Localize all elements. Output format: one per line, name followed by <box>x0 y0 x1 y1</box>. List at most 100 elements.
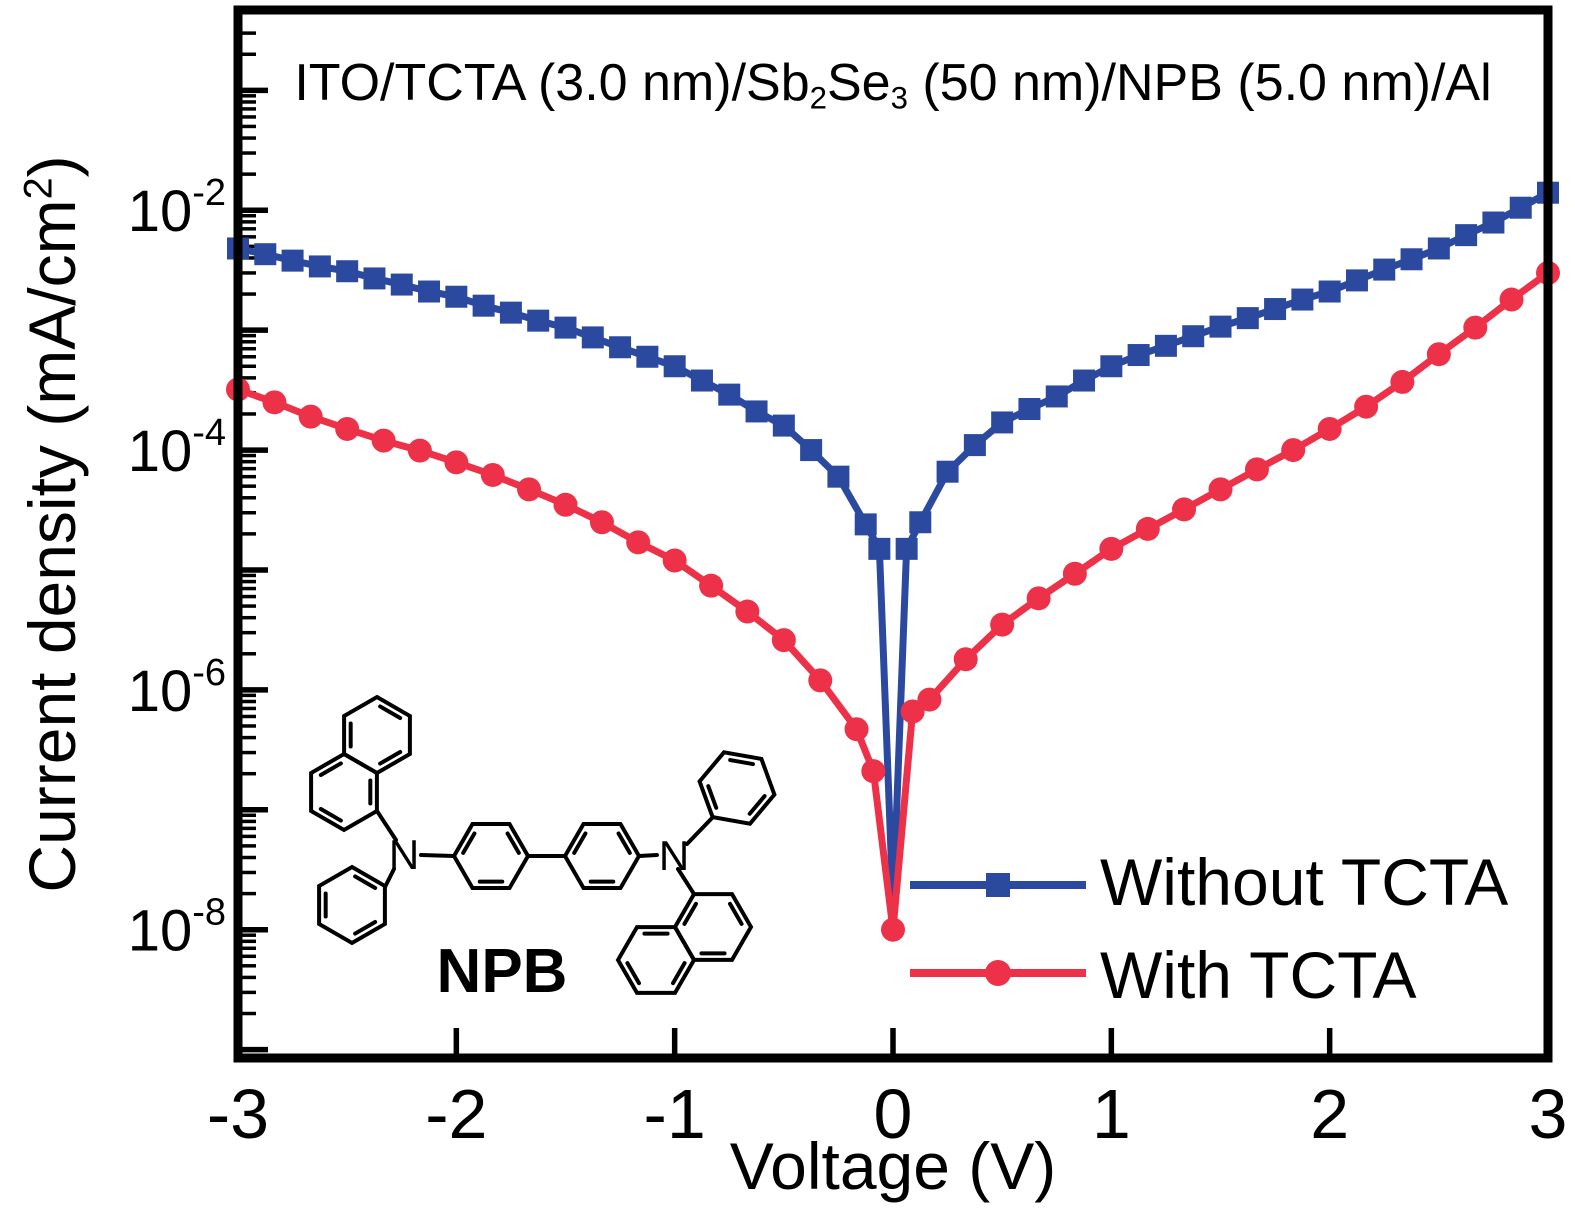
marker-square <box>636 345 659 368</box>
marker-circle <box>1463 315 1488 340</box>
marker-circle <box>480 462 505 487</box>
y-tick-label: 10-4 <box>128 412 226 484</box>
marker-square <box>1291 288 1314 311</box>
marker-square <box>1236 307 1259 330</box>
marker-circle <box>517 477 542 502</box>
marker-circle <box>1172 497 1197 522</box>
legend-sample-without-tcta <box>910 873 1086 897</box>
double-bond <box>505 831 521 855</box>
marker-circle <box>1208 477 1233 502</box>
marker-square <box>868 537 891 560</box>
marker-circle <box>553 492 578 517</box>
marker-circle <box>371 428 396 453</box>
marker-square <box>554 316 577 339</box>
marker-circle <box>407 438 432 463</box>
atom-label-N: N <box>389 831 419 878</box>
marker-circle <box>1099 536 1124 561</box>
plot-frame <box>233 5 1553 1063</box>
marker-circle <box>262 390 287 415</box>
marker-square <box>718 383 741 406</box>
marker-circle <box>1317 416 1342 441</box>
marker-square <box>363 267 386 290</box>
marker-square <box>895 537 918 560</box>
marker-circle <box>808 668 833 693</box>
marker-square <box>418 280 441 303</box>
marker-square <box>1482 211 1505 234</box>
marker-square <box>800 439 823 462</box>
double-bond <box>378 750 403 766</box>
marker-square <box>1209 315 1232 338</box>
marker-square <box>527 309 550 332</box>
marker-circle <box>662 548 687 573</box>
series-markers-1 <box>226 260 1560 942</box>
marker-circle <box>844 717 869 742</box>
marker-circle <box>917 687 942 712</box>
double-bond <box>318 807 343 823</box>
y-tick-label: 10-6 <box>128 652 226 724</box>
bond <box>375 809 398 842</box>
double-bond <box>682 901 698 926</box>
marker-circle <box>699 573 724 598</box>
legend-marker-square <box>986 873 1010 897</box>
bond <box>419 853 456 858</box>
marker-circle <box>1244 457 1269 482</box>
marker-circle <box>953 647 978 672</box>
marker-circle <box>626 530 651 555</box>
marker-circle <box>589 510 614 535</box>
marker-square <box>390 273 413 296</box>
marker-circle <box>335 416 360 441</box>
y-tick-label: 10-2 <box>128 172 226 244</box>
marker-square <box>254 243 277 266</box>
marker-square <box>1427 237 1450 260</box>
double-bond <box>625 961 641 986</box>
molecule-label: NPB <box>436 937 568 1006</box>
marker-circle <box>900 699 925 724</box>
double-bond <box>461 831 477 855</box>
marker-square <box>909 511 932 534</box>
marker-square <box>1073 369 1096 392</box>
double-bond <box>747 794 767 816</box>
bond <box>383 867 396 889</box>
marker-square <box>1182 325 1205 348</box>
marker-square <box>336 260 359 283</box>
marker-square <box>1345 269 1368 292</box>
marker-circle <box>1426 342 1451 367</box>
y-axis-label: Current density (mA/cm2) <box>15 155 89 893</box>
ring <box>562 822 642 890</box>
marker-circle <box>444 450 469 475</box>
legend-sample-with-tcta <box>910 960 1086 986</box>
marker-square <box>609 336 632 359</box>
marker-circle <box>1354 394 1379 419</box>
double-bond <box>378 704 403 720</box>
marker-circle <box>861 759 886 784</box>
bond <box>685 815 715 846</box>
marker-square <box>1509 196 1532 219</box>
marker-circle <box>1499 287 1524 312</box>
marker-circle <box>735 599 760 624</box>
marker-square <box>1373 258 1396 281</box>
marker-square <box>1154 334 1177 357</box>
legend-label-without-tcta: Without TCTA <box>1100 845 1509 919</box>
double-bond <box>353 874 378 890</box>
marker-circle <box>881 917 905 942</box>
legend-marker-circle <box>985 960 1011 986</box>
double-bond <box>728 758 755 767</box>
marker-square <box>1400 248 1423 271</box>
marker-square <box>308 255 331 278</box>
marker-square <box>499 301 522 324</box>
marker-square <box>581 326 604 349</box>
legend-label-with-tcta: With TCTA <box>1100 938 1417 1012</box>
marker-circle <box>1390 369 1415 394</box>
chart-title: ITO/TCTA (3.0 nm)/Sb2Se3 (50 nm)/NPB (5.… <box>294 54 1492 116</box>
double-bond <box>572 831 588 855</box>
ring <box>309 751 379 833</box>
double-bond <box>353 920 378 936</box>
y-tick-label: 10-8 <box>128 892 226 964</box>
marker-circle <box>1062 561 1087 586</box>
marker-square <box>1318 280 1341 303</box>
marker-circle <box>990 612 1015 637</box>
double-bond <box>706 784 719 810</box>
bond <box>676 867 696 896</box>
